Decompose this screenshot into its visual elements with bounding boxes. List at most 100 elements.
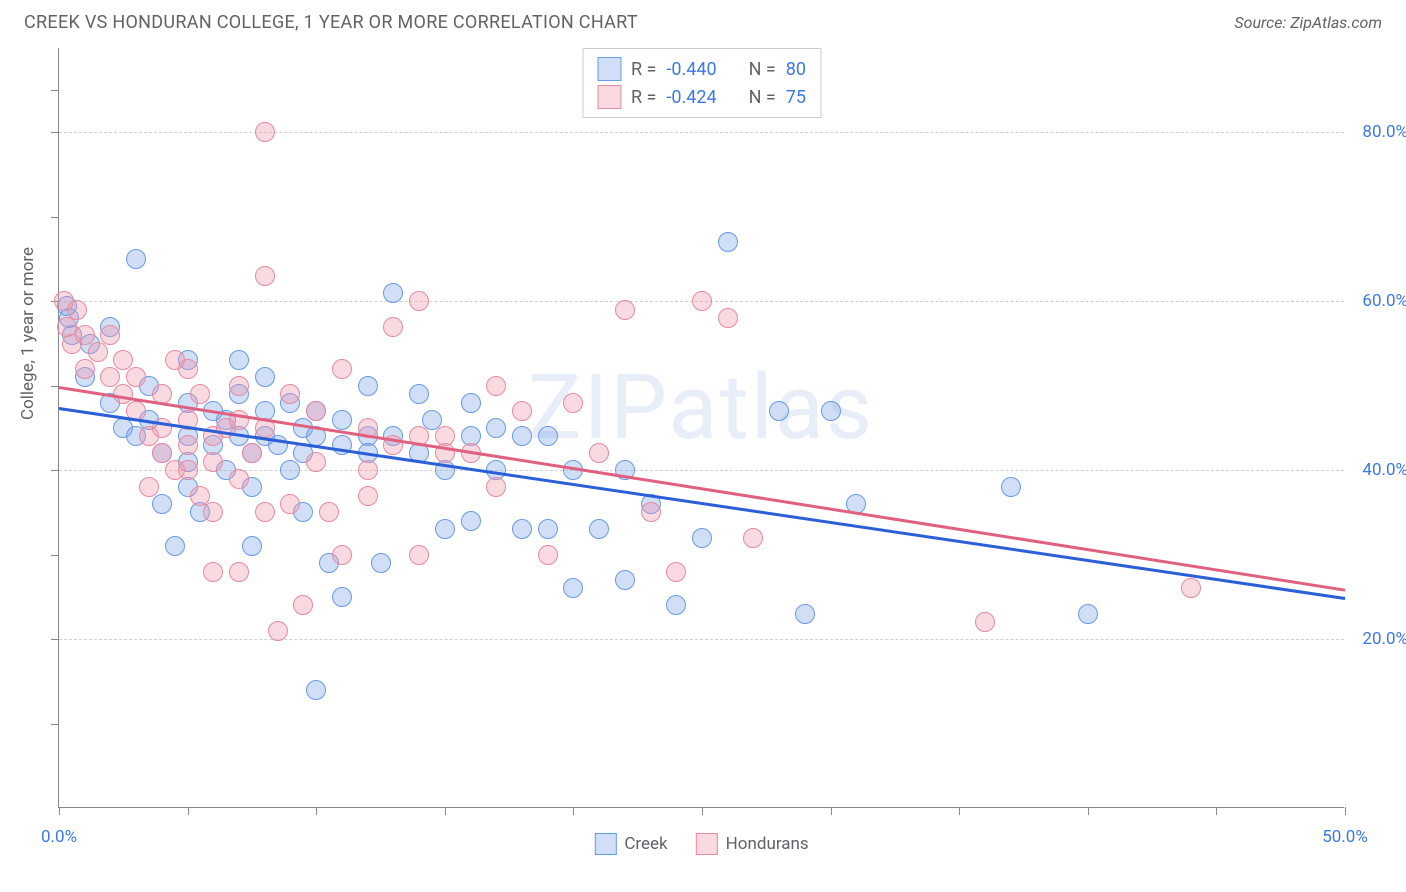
legend-item: Creek [594,833,667,855]
data-point [538,519,558,539]
data-point [178,359,198,379]
data-point [113,350,133,370]
data-point [280,384,300,404]
data-point [332,545,352,565]
legend-r-value: -0.440 [666,59,716,80]
x-tick [831,807,832,815]
data-point [383,317,403,337]
data-point [666,595,686,615]
x-tick [316,807,317,815]
data-point [975,612,995,632]
data-point [126,367,146,387]
data-point [152,494,172,514]
data-point [461,511,481,531]
data-point [512,519,532,539]
x-tick [1216,807,1217,815]
data-point [190,486,210,506]
data-point [100,325,120,345]
data-point [409,545,429,565]
data-point [67,300,87,320]
data-point [538,545,558,565]
data-point [229,562,249,582]
data-point [422,410,442,430]
data-point [512,426,532,446]
legend-n-value: 75 [786,87,806,108]
data-point [486,418,506,438]
data-point [383,283,403,303]
data-point [769,401,789,421]
y-tick-minor [51,724,59,725]
data-point [358,486,378,506]
data-point [255,367,275,387]
data-point [589,443,609,463]
data-point [255,266,275,286]
data-point [332,587,352,607]
data-point [203,452,223,472]
y-tick [51,132,59,133]
data-point [563,393,583,413]
scatter-chart: ZIPatlas R = -0.440N = 80R = -0.424N = 7… [58,48,1344,808]
data-point [615,570,635,590]
data-point [203,502,223,522]
data-point [280,494,300,514]
data-point [718,232,738,252]
data-point [512,401,532,421]
y-tick-minor [51,386,59,387]
data-point [255,502,275,522]
data-point [358,376,378,396]
data-point [409,291,429,311]
series-legend: CreekHondurans [594,833,808,855]
data-point [88,342,108,362]
y-tick-label: 60.0% [1362,291,1406,311]
x-tick-label: 0.0% [41,827,77,847]
data-point [409,384,429,404]
data-point [139,477,159,497]
y-tick [51,470,59,471]
y-tick-label: 40.0% [1362,460,1406,480]
data-point [280,460,300,480]
legend-row: R = -0.440N = 80 [597,55,806,83]
data-point [718,308,738,328]
x-tick-label: 50.0% [1322,827,1368,847]
y-tick-minor [51,555,59,556]
data-point [371,553,391,573]
data-point [563,578,583,598]
data-point [75,359,95,379]
stats-legend: R = -0.440N = 80R = -0.424N = 75 [582,48,821,118]
data-point [319,502,339,522]
data-point [1181,578,1201,598]
data-point [306,680,326,700]
data-point [242,536,262,556]
data-point [332,410,352,430]
data-point [293,595,313,615]
gridline [59,132,1344,133]
x-tick [702,807,703,815]
source-attribution: Source: ZipAtlas.com [1234,13,1382,32]
y-tick [51,639,59,640]
chart-header: CREEK VS HONDURAN COLLEGE, 1 YEAR OR MOR… [0,0,1406,39]
legend-row: R = -0.424N = 75 [597,83,806,111]
y-tick-label: 80.0% [1362,122,1406,142]
data-point [615,300,635,320]
data-point [75,325,95,345]
legend-label: Creek [624,834,667,854]
data-point [795,604,815,624]
data-point [641,502,661,522]
data-point [165,536,185,556]
x-tick [1088,807,1089,815]
legend-n-value: 80 [786,59,806,80]
y-tick-label: 20.0% [1362,629,1406,649]
data-point [486,376,506,396]
data-point [435,519,455,539]
data-point [178,435,198,455]
data-point [538,426,558,446]
data-point [100,367,120,387]
data-point [666,562,686,582]
data-point [178,460,198,480]
data-point [461,393,481,413]
y-axis-label: College, 1 year or more [18,247,38,420]
x-tick [959,807,960,815]
legend-r-label: R = [631,87,656,108]
data-point [332,359,352,379]
data-point [242,443,262,463]
